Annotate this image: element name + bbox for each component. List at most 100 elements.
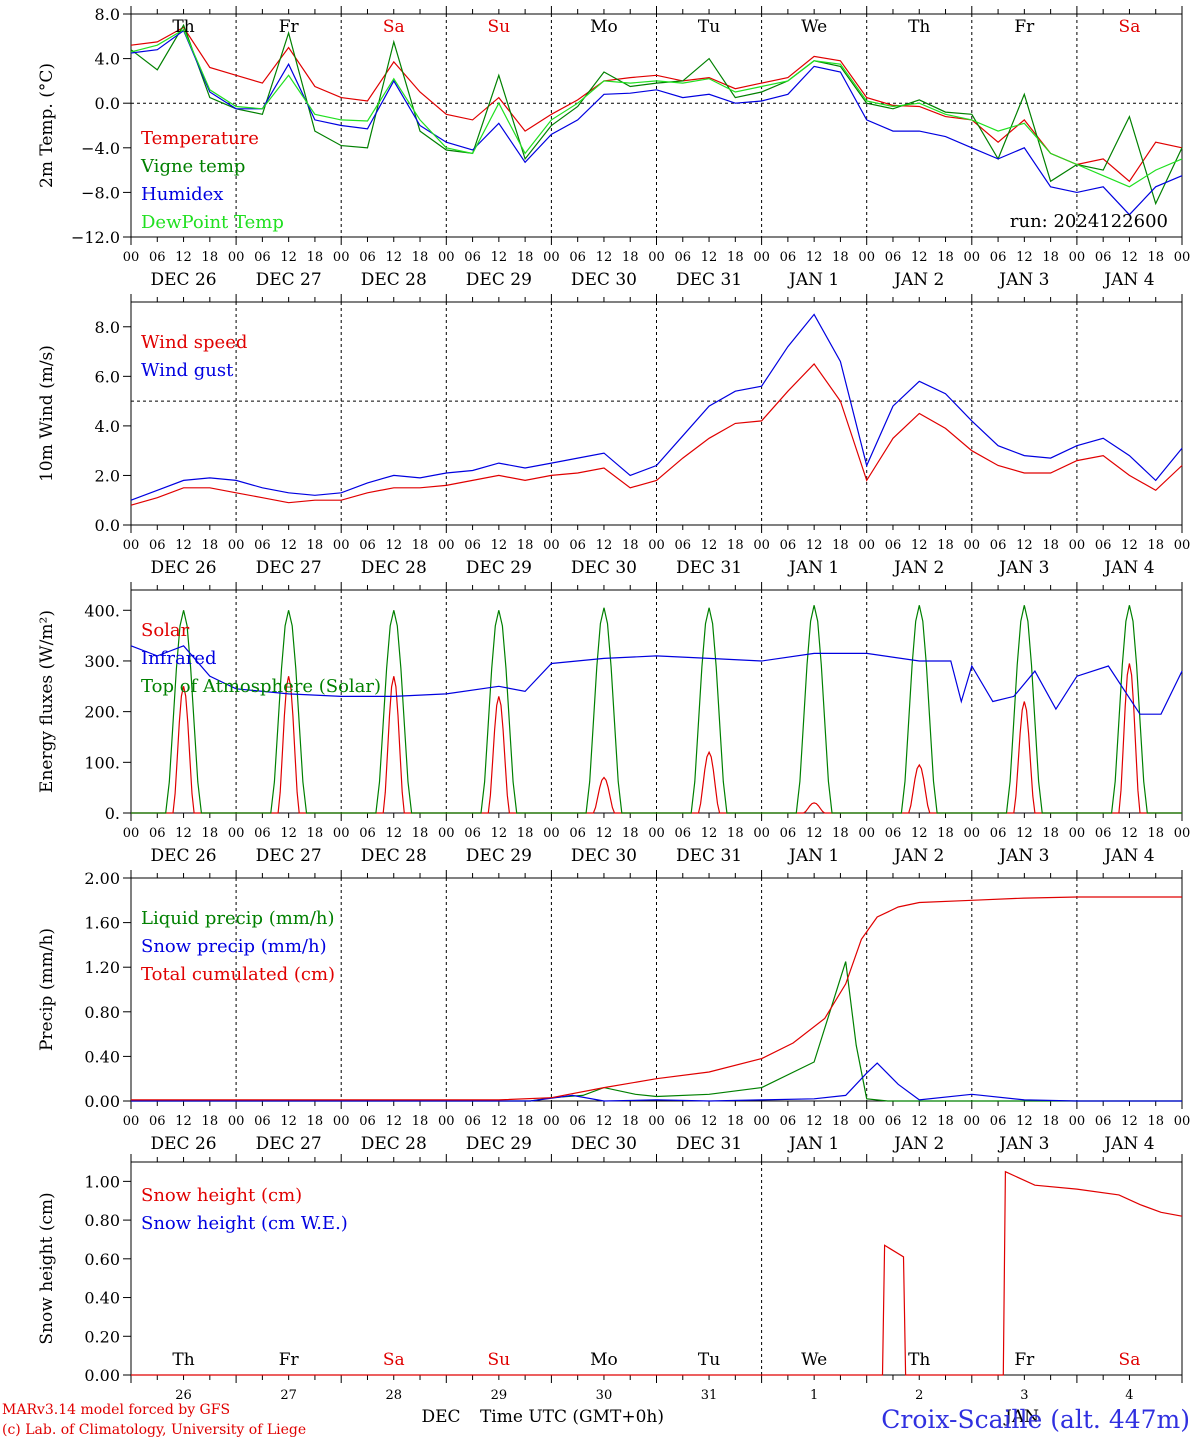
hour-label: 06 — [780, 250, 797, 265]
plot-frame — [130, 301, 1183, 526]
legend-entry: Total cumulated (cm) — [141, 964, 335, 985]
hour-label: 12 — [596, 250, 613, 265]
date-label: DEC 31 — [676, 558, 742, 578]
date-label: DEC 31 — [676, 846, 742, 866]
date-label: DEC 30 — [571, 1134, 637, 1154]
hour-label: 12 — [806, 538, 823, 553]
date-label: JAN 1 — [787, 270, 839, 290]
hour-label: 06 — [149, 250, 166, 265]
hour-label: 18 — [1147, 538, 1164, 553]
hour-label: 00 — [228, 1114, 245, 1129]
y-axis-label: 10m Wind (m/s) — [37, 345, 57, 482]
day-number: 29 — [491, 1388, 508, 1403]
day-number: 26 — [175, 1388, 192, 1403]
hour-label: 18 — [307, 538, 324, 553]
date-label: JAN 2 — [892, 558, 944, 578]
series-temperature — [130, 26, 1183, 183]
hour-label: 18 — [937, 538, 954, 553]
y-tick-label: 0. — [105, 804, 120, 823]
hour-label: 12 — [280, 1114, 297, 1129]
hour-label: 00 — [964, 538, 981, 553]
hour-label: 00 — [648, 1114, 665, 1129]
y-tick-label: 400. — [84, 601, 120, 620]
hour-label: 18 — [517, 1114, 534, 1129]
footer: DEC JAN Time UTC (GMT+0h) MARv3.14 model fo… — [2, 1402, 1190, 1438]
hour-label: 12 — [491, 1114, 508, 1129]
series-wind-speed — [130, 362, 1183, 506]
hour-label: 18 — [202, 826, 219, 841]
hour-label: 12 — [701, 826, 718, 841]
date-label: JAN 4 — [1102, 846, 1154, 866]
legend-entry: Wind gust — [141, 360, 234, 381]
hour-label: 00 — [123, 250, 140, 265]
hour-label: 00 — [648, 250, 665, 265]
day-number: 1 — [810, 1388, 818, 1403]
hour-label: 18 — [1042, 250, 1059, 265]
hour-label: 12 — [385, 1114, 402, 1129]
date-label: JAN 3 — [997, 846, 1049, 866]
y-tick-label: 0.40 — [84, 1047, 120, 1066]
hour-label: 00 — [858, 250, 875, 265]
hour-label: 06 — [1095, 538, 1112, 553]
y-axis-label: 2m Temp. (°C) — [37, 63, 57, 188]
hour-label: 12 — [596, 1114, 613, 1129]
date-label: DEC 27 — [256, 558, 322, 578]
y-tick-label: 0.40 — [84, 1289, 120, 1308]
hour-label: 12 — [175, 1114, 192, 1129]
weekday-label: Tu — [698, 17, 720, 37]
date-label: JAN 2 — [892, 1134, 944, 1154]
hour-label: 12 — [1016, 826, 1033, 841]
hour-label: 06 — [149, 1114, 166, 1129]
y-axis-label: Energy fluxes (W/m²) — [37, 610, 57, 793]
hour-label: 00 — [1069, 826, 1086, 841]
hour-label: 12 — [596, 826, 613, 841]
weekday-label: Su — [488, 17, 511, 37]
hour-label: 18 — [622, 538, 639, 553]
y-tick-label: 0.60 — [84, 1250, 120, 1269]
hour-label: 00 — [858, 1114, 875, 1129]
hour-label: 18 — [1147, 250, 1164, 265]
weekday-label: Sa — [383, 1350, 405, 1370]
date-label: DEC 27 — [256, 270, 322, 290]
hour-label: 18 — [307, 1114, 324, 1129]
hour-label: 18 — [1042, 538, 1059, 553]
hour-label: 12 — [491, 250, 508, 265]
weekday-label: Th — [908, 17, 930, 37]
hour-label: 18 — [727, 538, 744, 553]
day-number: 28 — [385, 1388, 402, 1403]
day-number: 31 — [701, 1388, 718, 1403]
hour-label: 12 — [701, 1114, 718, 1129]
station-label: Croix-Scaille (alt. 447m) — [881, 1405, 1190, 1434]
hour-label: 00 — [648, 538, 665, 553]
hour-label: 18 — [1147, 826, 1164, 841]
y-tick-label: 8.0 — [95, 318, 120, 337]
weekday-label: We — [801, 17, 827, 37]
date-label: DEC 31 — [676, 270, 742, 290]
date-label: JAN 3 — [997, 558, 1049, 578]
hour-label: 06 — [464, 250, 481, 265]
hour-label: 06 — [1095, 1114, 1112, 1129]
hour-label: 00 — [1069, 250, 1086, 265]
hour-label: 18 — [307, 826, 324, 841]
credit-line-2: (c) Lab. of Climatology, University of L… — [2, 1422, 306, 1438]
hour-label: 12 — [1016, 1114, 1033, 1129]
legend-entry: Liquid precip (mm/h) — [141, 908, 335, 929]
date-label: DEC 28 — [361, 270, 427, 290]
hour-label: 18 — [832, 538, 849, 553]
hour-label: 00 — [438, 826, 455, 841]
y-tick-label: 0.00 — [84, 1366, 120, 1385]
hour-label: 06 — [675, 538, 692, 553]
y-tick-label: −4.0 — [81, 139, 120, 158]
hour-label: 18 — [202, 538, 219, 553]
hour-label: 18 — [727, 1114, 744, 1129]
hour-label: 06 — [359, 1114, 376, 1129]
hour-label: 18 — [622, 826, 639, 841]
weekday-label: Mo — [590, 17, 618, 37]
hour-label: 12 — [175, 826, 192, 841]
hour-label: 18 — [727, 826, 744, 841]
hour-label: 06 — [149, 538, 166, 553]
series-dewpoint-temp — [130, 28, 1183, 188]
legend-entry: Snow height (cm) — [141, 1185, 302, 1206]
month-label-dec: DEC — [421, 1407, 460, 1427]
weekday-label: Fr — [1014, 17, 1035, 37]
